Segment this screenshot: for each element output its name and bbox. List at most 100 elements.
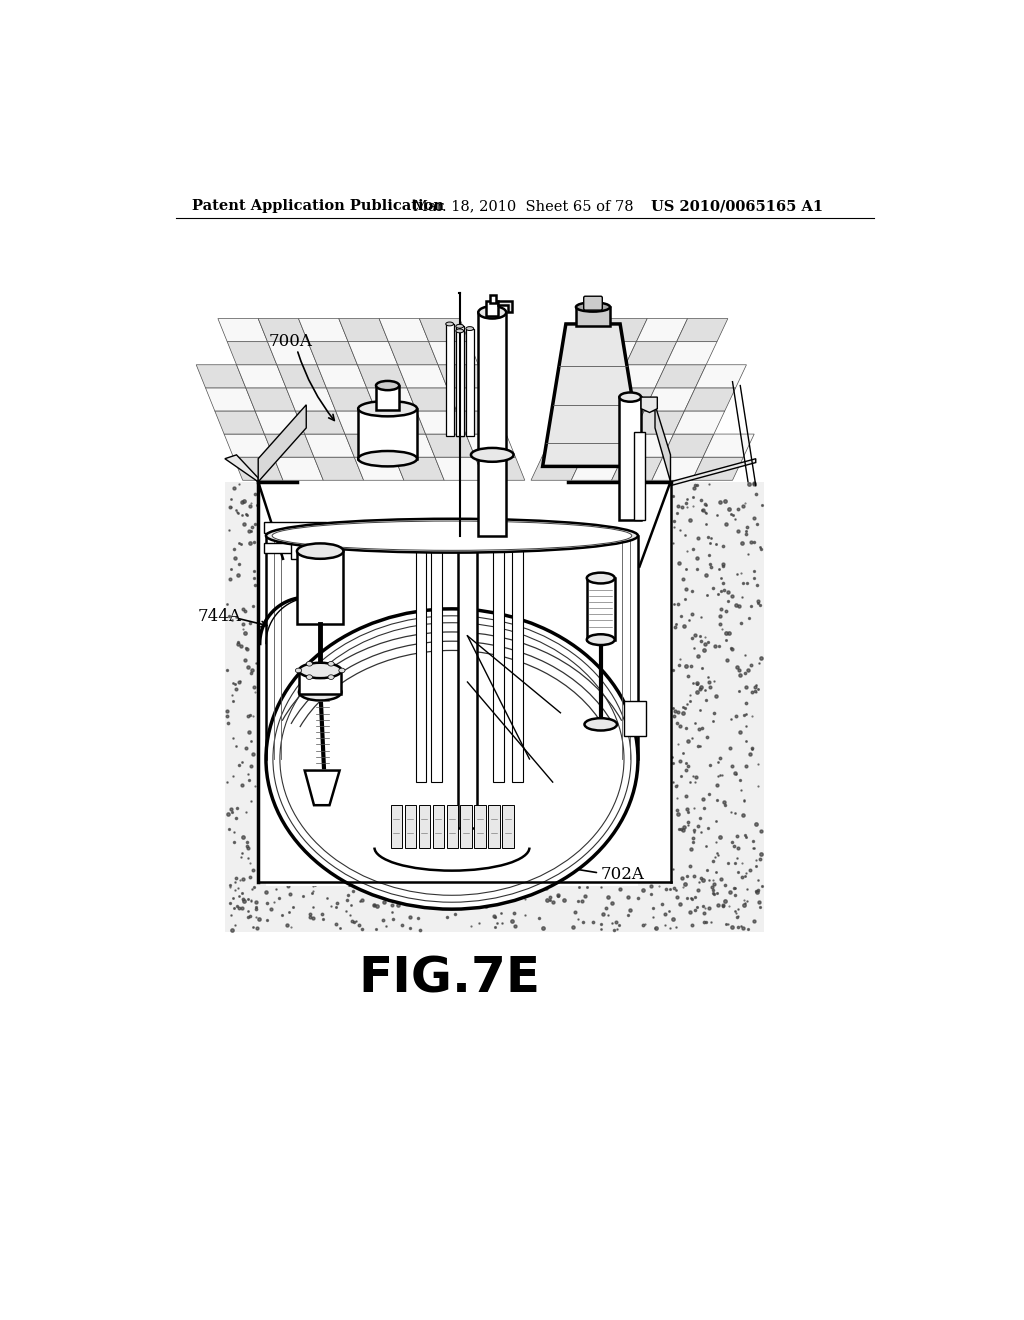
Polygon shape	[286, 388, 336, 411]
Polygon shape	[543, 323, 643, 466]
Ellipse shape	[456, 325, 464, 329]
Polygon shape	[224, 434, 273, 457]
Bar	[488, 805, 500, 847]
Polygon shape	[531, 457, 583, 480]
Polygon shape	[671, 459, 756, 486]
Ellipse shape	[272, 521, 632, 550]
Polygon shape	[626, 342, 677, 364]
Polygon shape	[684, 388, 735, 411]
Polygon shape	[447, 388, 497, 411]
Polygon shape	[295, 411, 345, 434]
Ellipse shape	[328, 661, 334, 667]
Polygon shape	[420, 318, 469, 342]
Ellipse shape	[471, 447, 514, 462]
Polygon shape	[636, 318, 687, 342]
Polygon shape	[614, 364, 666, 388]
Polygon shape	[379, 318, 429, 342]
Text: 702A: 702A	[601, 866, 645, 883]
Polygon shape	[348, 342, 397, 364]
Polygon shape	[267, 342, 317, 364]
Text: FIG.7E: FIG.7E	[358, 954, 541, 1002]
Polygon shape	[246, 388, 295, 411]
Polygon shape	[305, 434, 354, 457]
Bar	[456, 326, 464, 436]
Bar	[474, 805, 486, 847]
Ellipse shape	[306, 675, 312, 680]
Bar	[461, 805, 472, 847]
Bar	[587, 578, 614, 640]
Polygon shape	[596, 318, 647, 342]
Polygon shape	[264, 434, 314, 457]
Ellipse shape	[466, 326, 474, 330]
Polygon shape	[604, 388, 655, 411]
Bar	[634, 432, 645, 520]
Bar	[291, 537, 305, 558]
Polygon shape	[666, 342, 717, 364]
Bar	[620, 397, 641, 520]
Bar	[225, 482, 258, 928]
Bar	[299, 671, 341, 693]
Polygon shape	[206, 388, 255, 411]
Bar	[432, 805, 444, 847]
Polygon shape	[611, 457, 663, 480]
Bar	[419, 805, 430, 847]
Bar	[456, 331, 464, 436]
Bar	[493, 552, 504, 781]
Polygon shape	[345, 434, 394, 457]
Polygon shape	[276, 364, 327, 388]
Polygon shape	[394, 457, 444, 480]
Polygon shape	[258, 318, 308, 342]
Bar	[404, 805, 417, 847]
Ellipse shape	[358, 451, 417, 466]
Polygon shape	[674, 411, 725, 434]
Polygon shape	[357, 364, 407, 388]
Ellipse shape	[478, 306, 506, 318]
Polygon shape	[652, 457, 703, 480]
Bar	[445, 323, 454, 436]
Bar	[486, 301, 499, 317]
Bar	[225, 882, 764, 932]
Polygon shape	[417, 411, 466, 434]
Polygon shape	[499, 301, 512, 313]
Ellipse shape	[299, 684, 342, 701]
Polygon shape	[571, 457, 623, 480]
Polygon shape	[273, 457, 324, 480]
Polygon shape	[314, 457, 364, 480]
Bar	[431, 552, 442, 781]
Polygon shape	[623, 434, 674, 457]
Bar	[466, 329, 474, 436]
Text: 700A: 700A	[269, 333, 313, 350]
Polygon shape	[583, 434, 633, 457]
Polygon shape	[255, 411, 305, 434]
Polygon shape	[218, 318, 267, 342]
Polygon shape	[586, 342, 636, 364]
Text: US 2010/0065165 A1: US 2010/0065165 A1	[651, 199, 823, 213]
Ellipse shape	[306, 661, 312, 667]
Polygon shape	[633, 411, 684, 434]
Ellipse shape	[587, 635, 614, 645]
Polygon shape	[426, 434, 475, 457]
Text: Mar. 18, 2010  Sheet 65 of 78: Mar. 18, 2010 Sheet 65 of 78	[414, 199, 634, 213]
Polygon shape	[367, 388, 417, 411]
Bar	[671, 482, 764, 928]
Polygon shape	[225, 455, 258, 482]
Text: Patent Application Publication: Patent Application Publication	[191, 199, 443, 213]
Polygon shape	[339, 318, 388, 342]
Bar	[263, 544, 306, 553]
Ellipse shape	[295, 668, 302, 673]
Ellipse shape	[299, 663, 342, 678]
Bar	[416, 552, 426, 781]
Polygon shape	[258, 405, 306, 482]
Bar	[575, 308, 610, 326]
Bar	[446, 805, 458, 847]
Polygon shape	[692, 457, 743, 480]
Ellipse shape	[456, 329, 464, 333]
Bar	[266, 506, 638, 624]
Polygon shape	[663, 434, 714, 457]
Polygon shape	[237, 364, 286, 388]
Polygon shape	[553, 411, 604, 434]
Polygon shape	[227, 342, 276, 364]
Bar	[358, 409, 417, 459]
Bar	[266, 536, 638, 886]
Bar	[259, 482, 670, 882]
